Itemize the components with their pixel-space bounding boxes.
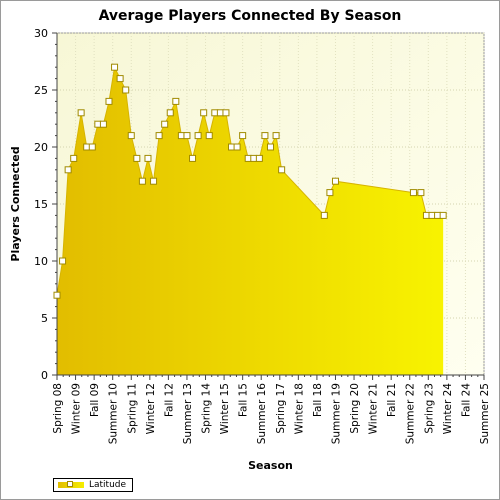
data-point bbox=[77, 109, 85, 117]
y-tick-label: 10 bbox=[34, 255, 48, 268]
series-line bbox=[56, 65, 444, 296]
x-tick-label: Spring 23 bbox=[423, 383, 435, 434]
x-tick-label: Winter 12 bbox=[145, 383, 157, 434]
data-point bbox=[111, 63, 119, 71]
data-point bbox=[267, 143, 274, 151]
x-tick-label: Summer 22 bbox=[405, 383, 417, 444]
data-point bbox=[133, 154, 141, 162]
data-point bbox=[205, 132, 213, 140]
data-point bbox=[166, 109, 174, 117]
x-tick-label: Summer 19 bbox=[330, 383, 342, 444]
x-tick-label: Fall 15 bbox=[238, 383, 250, 417]
x-tick-label: Fall 09 bbox=[89, 383, 101, 417]
legend: Latitude bbox=[53, 478, 133, 492]
data-point bbox=[331, 177, 339, 185]
legend-marker-icon bbox=[67, 481, 73, 487]
x-tick-label: Spring 17 bbox=[275, 383, 287, 434]
data-point bbox=[326, 189, 334, 197]
data-point bbox=[155, 132, 163, 140]
data-point bbox=[172, 97, 180, 105]
data-point bbox=[255, 154, 263, 162]
y-tick-label: 0 bbox=[41, 369, 48, 382]
x-tick-label: Fall 18 bbox=[312, 383, 324, 417]
x-tick-label: Spring 20 bbox=[349, 383, 361, 434]
x-axis-title: Season bbox=[248, 459, 293, 472]
data-point bbox=[127, 132, 135, 140]
x-tick-label: Spring 08 bbox=[52, 383, 64, 434]
x-tick-label: Summer 10 bbox=[108, 383, 120, 444]
data-point bbox=[138, 177, 146, 185]
x-tick-label: Winter 24 bbox=[442, 383, 454, 435]
x-tick-label: Winter 09 bbox=[71, 383, 83, 434]
y-axis-title: Players Connected bbox=[9, 146, 22, 261]
y-tick-label: 5 bbox=[41, 312, 48, 325]
data-point bbox=[222, 109, 230, 117]
x-tick-label: Spring 14 bbox=[201, 383, 213, 434]
data-point bbox=[261, 132, 269, 140]
data-point bbox=[439, 211, 447, 219]
x-tick-label: Spring 11 bbox=[126, 383, 138, 434]
x-tick-label: Summer 25 bbox=[479, 383, 491, 444]
data-point bbox=[150, 177, 158, 185]
data-point bbox=[200, 109, 208, 117]
series-area bbox=[57, 67, 444, 375]
data-point bbox=[88, 143, 96, 151]
data-point bbox=[194, 132, 202, 140]
x-tick-label: Fall 21 bbox=[386, 383, 398, 417]
data-point bbox=[105, 97, 113, 105]
data-point bbox=[183, 132, 191, 140]
x-tick-label: Summer 16 bbox=[256, 383, 268, 445]
x-tick-label: Winter 18 bbox=[293, 383, 305, 434]
x-tick-label: Fall 12 bbox=[163, 383, 175, 417]
data-point bbox=[417, 189, 425, 197]
chart-title: Average Players Connected By Season bbox=[98, 8, 402, 24]
data-point bbox=[59, 257, 67, 265]
data-point bbox=[239, 132, 247, 140]
data-point bbox=[116, 75, 124, 83]
data-point bbox=[64, 166, 72, 174]
x-tick-label: Winter 15 bbox=[219, 383, 231, 434]
y-tick-label: 25 bbox=[34, 84, 48, 97]
x-tick-label: Winter 21 bbox=[368, 383, 380, 434]
legend-label: Latitude bbox=[89, 480, 127, 490]
data-point bbox=[53, 291, 61, 299]
x-tick-label: Summer 13 bbox=[182, 383, 194, 444]
data-point bbox=[233, 143, 241, 151]
data-point bbox=[409, 189, 417, 197]
data-point bbox=[272, 132, 280, 140]
x-tick-label: Fall 24 bbox=[460, 383, 472, 417]
data-point bbox=[189, 154, 197, 162]
data-point bbox=[99, 120, 107, 128]
data-point bbox=[144, 154, 152, 162]
data-point bbox=[122, 86, 130, 94]
data-point bbox=[161, 120, 169, 128]
y-tick-label: 30 bbox=[34, 27, 48, 40]
data-point bbox=[320, 211, 328, 219]
y-tick-label: 20 bbox=[34, 141, 48, 154]
data-point bbox=[278, 166, 286, 174]
data-point bbox=[70, 154, 78, 162]
y-tick-label: 15 bbox=[34, 198, 48, 211]
